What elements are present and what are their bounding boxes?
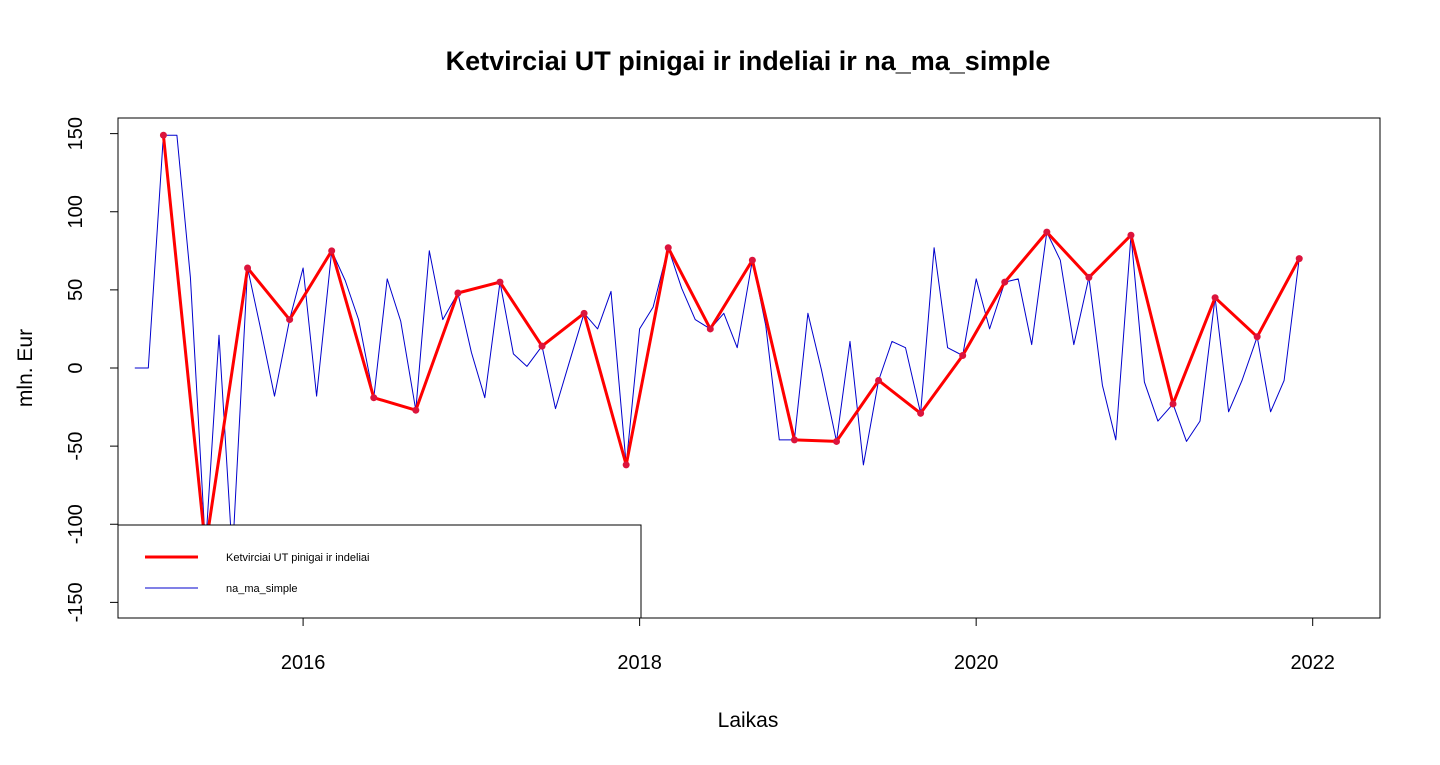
y-tick-label: 100 [65,195,87,228]
series-point [496,278,504,286]
series-point [580,309,588,317]
x-tick-label: 2020 [954,652,999,674]
x-tick-label: 2018 [617,652,662,674]
series-1-group [159,131,1303,552]
x-axis-label: Laikas [718,709,779,732]
legend-label-series-2: na_ma_simple [226,583,298,595]
y-tick-label: 150 [65,117,87,150]
series-point [959,352,967,359]
series-point [790,436,798,444]
y-tick-label: 50 [65,279,87,301]
series-point [159,131,167,139]
series-point [1295,255,1303,263]
legend-box [117,524,642,619]
series-point [454,289,462,297]
series-point [286,316,294,324]
y-tick-label: -150 [65,582,87,622]
y-tick-label: -50 [65,432,87,461]
series-point [538,342,546,350]
x-tick-label: 2016 [281,652,326,674]
series-point [748,256,756,264]
series-point [875,377,883,384]
legend: Ketvirciai UT pinigai ir indeliai na_ma_… [117,524,642,619]
series-point [1043,228,1051,236]
series-point [370,394,378,402]
series-point [328,247,336,255]
series-point [917,409,925,417]
series-point [664,244,672,252]
y-axis-label: mln. Eur [14,329,37,407]
series-point [1127,231,1135,239]
x-axis: 2016 2018 2020 2022 [281,618,1335,674]
series-point [622,461,630,469]
series-line-1 [161,135,1301,550]
series-point [706,325,714,333]
series-point [1169,400,1177,408]
chart-title: Ketvirciai UT pinigai ir indeliai ir na_… [446,46,1051,76]
series-point [1085,273,1093,281]
y-tick-label: -100 [65,504,87,544]
series-layer [134,131,1303,556]
y-tick-label: 0 [65,362,87,373]
series-point [1211,294,1219,302]
series-2-group [134,134,1300,556]
series-point [832,437,840,445]
x-tick-label: 2022 [1290,652,1335,674]
series-point [412,406,420,414]
series-line-2 [134,134,1300,556]
series-point [1253,333,1261,341]
series-point [244,264,252,272]
series-point [1001,278,1009,286]
y-axis: -150 -100 -50 0 50 100 150 [65,117,118,622]
legend-label-series-1: Ketvirciai UT pinigai ir indeliai [226,552,369,564]
